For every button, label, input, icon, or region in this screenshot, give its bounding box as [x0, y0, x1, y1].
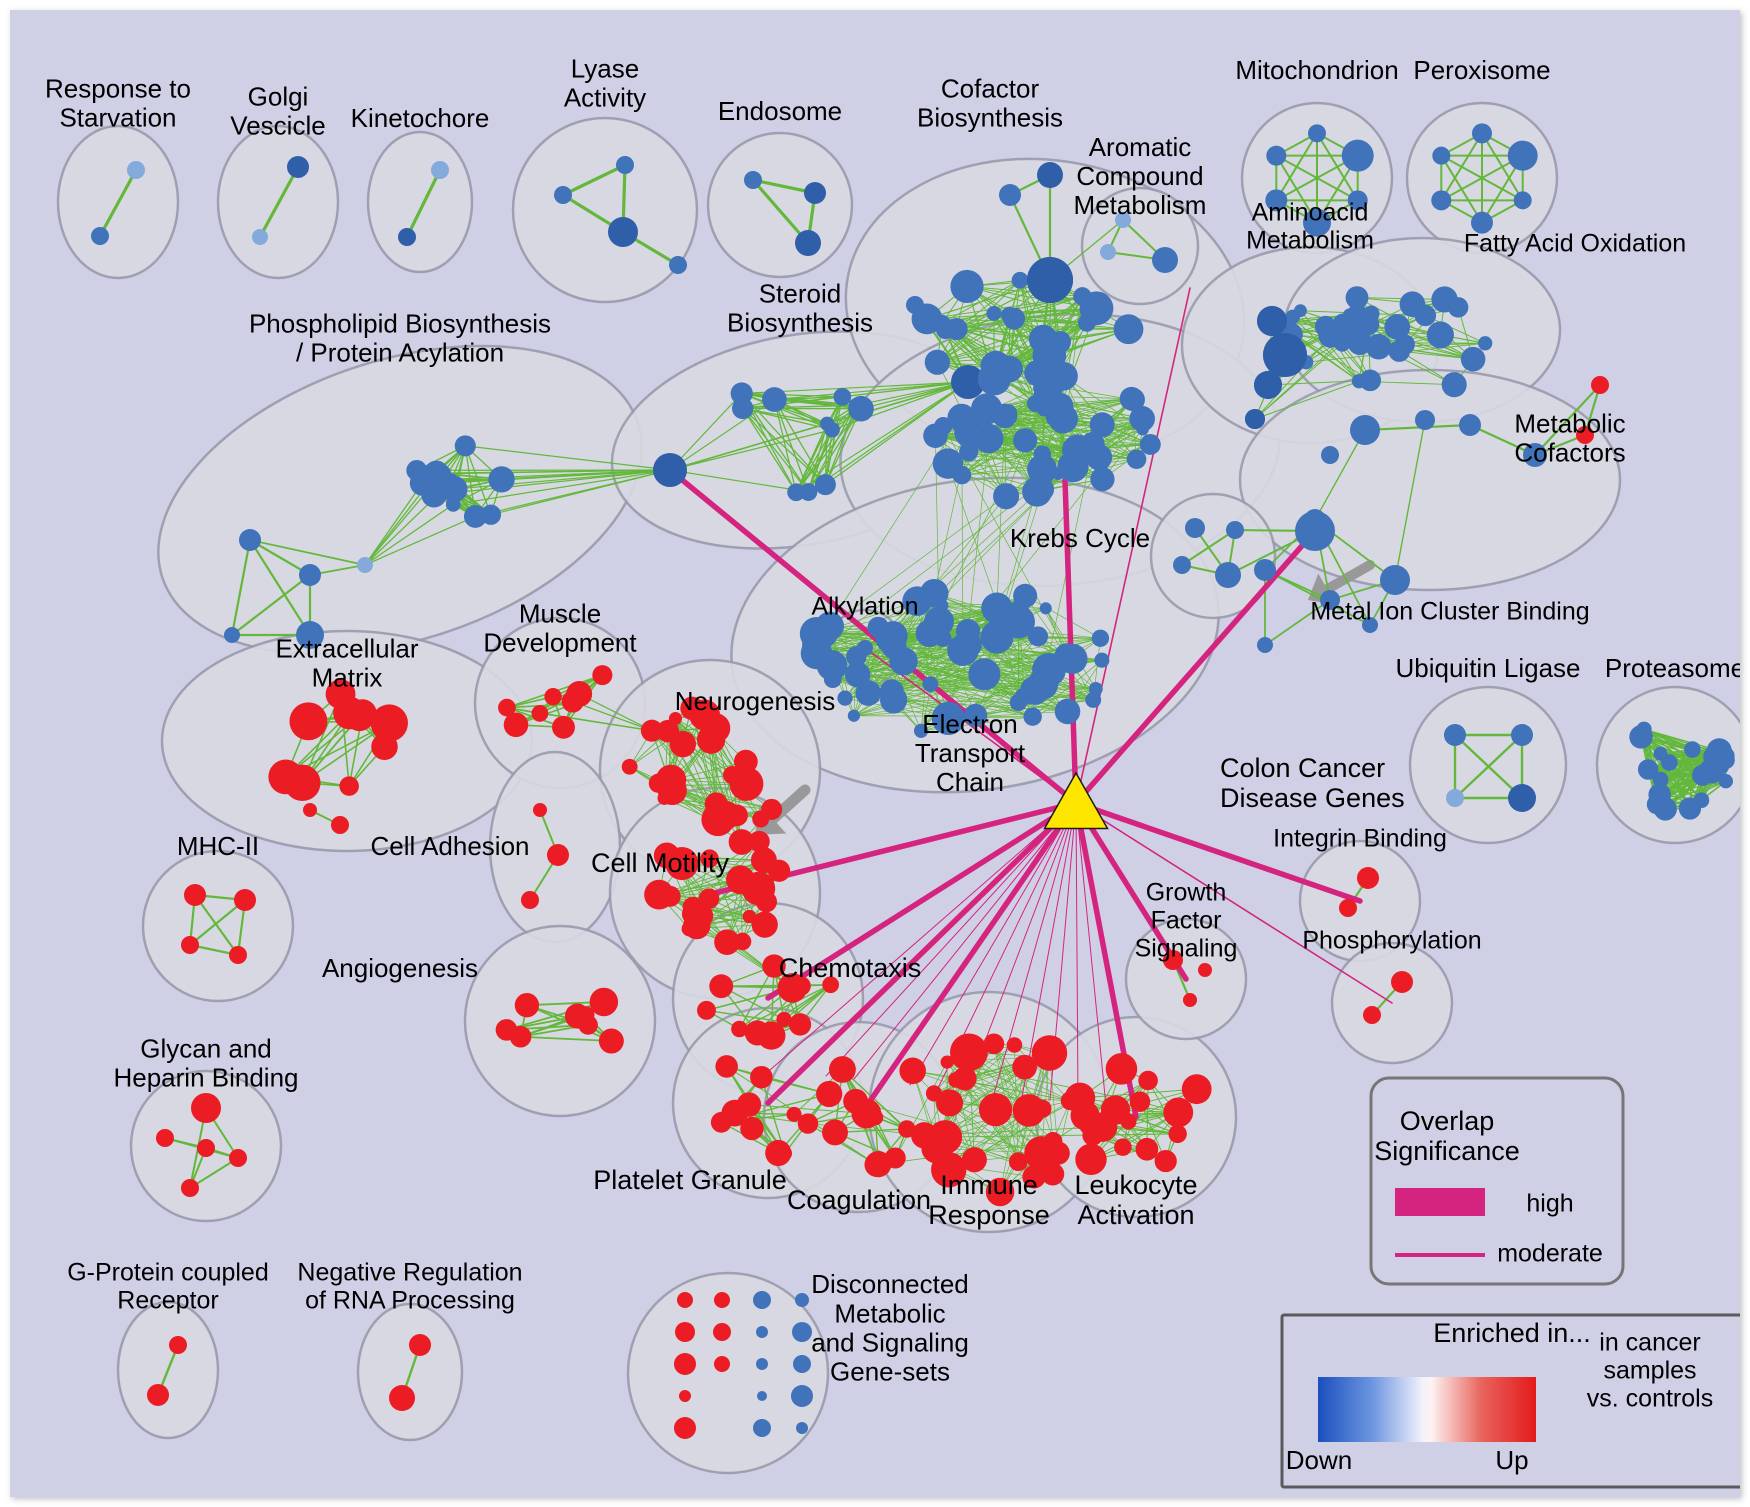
svg-text:high: high [1526, 1190, 1573, 1218]
svg-text:Cofactors: Cofactors [1514, 437, 1625, 467]
svg-text:Down: Down [1286, 1445, 1352, 1475]
svg-text:Significance: Significance [1374, 1136, 1520, 1166]
svg-text:Vescicle: Vescicle [230, 110, 325, 140]
svg-text:Electron: Electron [922, 709, 1017, 739]
svg-text:Biosynthesis: Biosynthesis [917, 102, 1063, 132]
svg-text:Glycan and: Glycan and [140, 1033, 272, 1063]
svg-text:samples: samples [1603, 1357, 1696, 1385]
svg-text:Negative Regulation: Negative Regulation [297, 1259, 522, 1287]
svg-text:Heparin Binding: Heparin Binding [113, 1062, 298, 1092]
svg-text:Leukocyte: Leukocyte [1074, 1170, 1197, 1200]
svg-text:Starvation: Starvation [59, 102, 176, 132]
svg-text:Mitochondrion: Mitochondrion [1235, 55, 1398, 85]
svg-text:Signaling: Signaling [1135, 935, 1238, 963]
svg-text:Biosynthesis: Biosynthesis [727, 307, 873, 337]
svg-text:Growth: Growth [1146, 879, 1227, 907]
svg-text:Kinetochore: Kinetochore [351, 103, 490, 133]
svg-text:Angiogenesis: Angiogenesis [322, 953, 478, 983]
svg-text:Metal Ion Cluster Binding: Metal Ion Cluster Binding [1310, 598, 1589, 626]
svg-text:Muscle: Muscle [519, 598, 601, 628]
svg-text:Compound: Compound [1076, 161, 1203, 191]
svg-text:Peroxisome: Peroxisome [1413, 55, 1550, 85]
svg-text:Overlap: Overlap [1400, 1106, 1495, 1136]
svg-text:Gene-sets: Gene-sets [830, 1357, 950, 1387]
svg-text:Cell Adhesion: Cell Adhesion [371, 831, 530, 861]
svg-text:Golgi: Golgi [248, 81, 309, 111]
svg-text:Proteasome: Proteasome [1605, 653, 1740, 683]
svg-text:of RNA Processing: of RNA Processing [305, 1287, 515, 1315]
svg-text:Enriched in...: Enriched in... [1433, 1318, 1591, 1348]
svg-text:Aromatic: Aromatic [1089, 132, 1192, 162]
svg-text:Transport: Transport [915, 738, 1026, 768]
svg-text:Colon Cancer: Colon Cancer [1220, 753, 1385, 783]
svg-text:Metabolic: Metabolic [834, 1298, 945, 1328]
svg-text:Fatty Acid Oxidation: Fatty Acid Oxidation [1464, 230, 1686, 258]
svg-text:Extracellular: Extracellular [275, 633, 418, 663]
svg-text:Activity: Activity [564, 82, 646, 112]
svg-text:Ubiquitin Ligase: Ubiquitin Ligase [1395, 653, 1580, 683]
svg-text:Matrix: Matrix [312, 662, 383, 692]
svg-text:Immune: Immune [940, 1170, 1038, 1200]
svg-text:Endosome: Endosome [718, 96, 842, 126]
svg-text:MHC-II: MHC-II [177, 831, 259, 861]
svg-text:Aminoacid: Aminoacid [1252, 199, 1369, 227]
svg-text:Metabolic: Metabolic [1514, 408, 1625, 438]
svg-text:moderate: moderate [1497, 1240, 1603, 1268]
svg-text:Coagulation: Coagulation [787, 1185, 931, 1215]
svg-text:Metabolism: Metabolism [1074, 190, 1207, 220]
svg-text:and Signaling: and Signaling [811, 1327, 969, 1357]
svg-text:Response to: Response to [45, 73, 191, 103]
svg-text:Lyase: Lyase [571, 53, 639, 83]
svg-text:Response: Response [928, 1200, 1050, 1230]
svg-text:Neurogenesis: Neurogenesis [675, 686, 835, 716]
svg-text:Development: Development [483, 627, 637, 657]
svg-text:Chain: Chain [936, 767, 1004, 797]
svg-text:Disconnected: Disconnected [811, 1269, 969, 1299]
svg-text:Alkylation: Alkylation [812, 593, 919, 621]
svg-text:Chemotaxis: Chemotaxis [779, 953, 922, 983]
svg-text:/ Protein Acylation: / Protein Acylation [296, 337, 504, 367]
svg-text:Phospholipid Biosynthesis: Phospholipid Biosynthesis [249, 308, 551, 338]
svg-text:vs. controls: vs. controls [1587, 1385, 1713, 1413]
svg-text:Factor: Factor [1151, 907, 1222, 935]
svg-text:Cell Motility: Cell Motility [591, 848, 730, 878]
svg-text:G-Protein coupled: G-Protein coupled [67, 1259, 269, 1287]
svg-text:Integrin Binding: Integrin Binding [1273, 825, 1447, 853]
svg-text:Steroid: Steroid [759, 278, 841, 308]
svg-text:Activation: Activation [1077, 1200, 1194, 1230]
svg-text:Cofactor: Cofactor [941, 73, 1040, 103]
svg-text:Krebs Cycle: Krebs Cycle [1010, 523, 1150, 553]
svg-text:Platelet Granule: Platelet Granule [593, 1165, 787, 1195]
svg-text:in cancer: in cancer [1599, 1329, 1700, 1357]
svg-text:Up: Up [1495, 1445, 1528, 1475]
svg-text:Phosphorylation: Phosphorylation [1302, 927, 1481, 955]
svg-text:Disease Genes: Disease Genes [1220, 783, 1405, 813]
svg-text:Receptor: Receptor [117, 1287, 218, 1315]
svg-text:Metabolism: Metabolism [1246, 227, 1374, 255]
